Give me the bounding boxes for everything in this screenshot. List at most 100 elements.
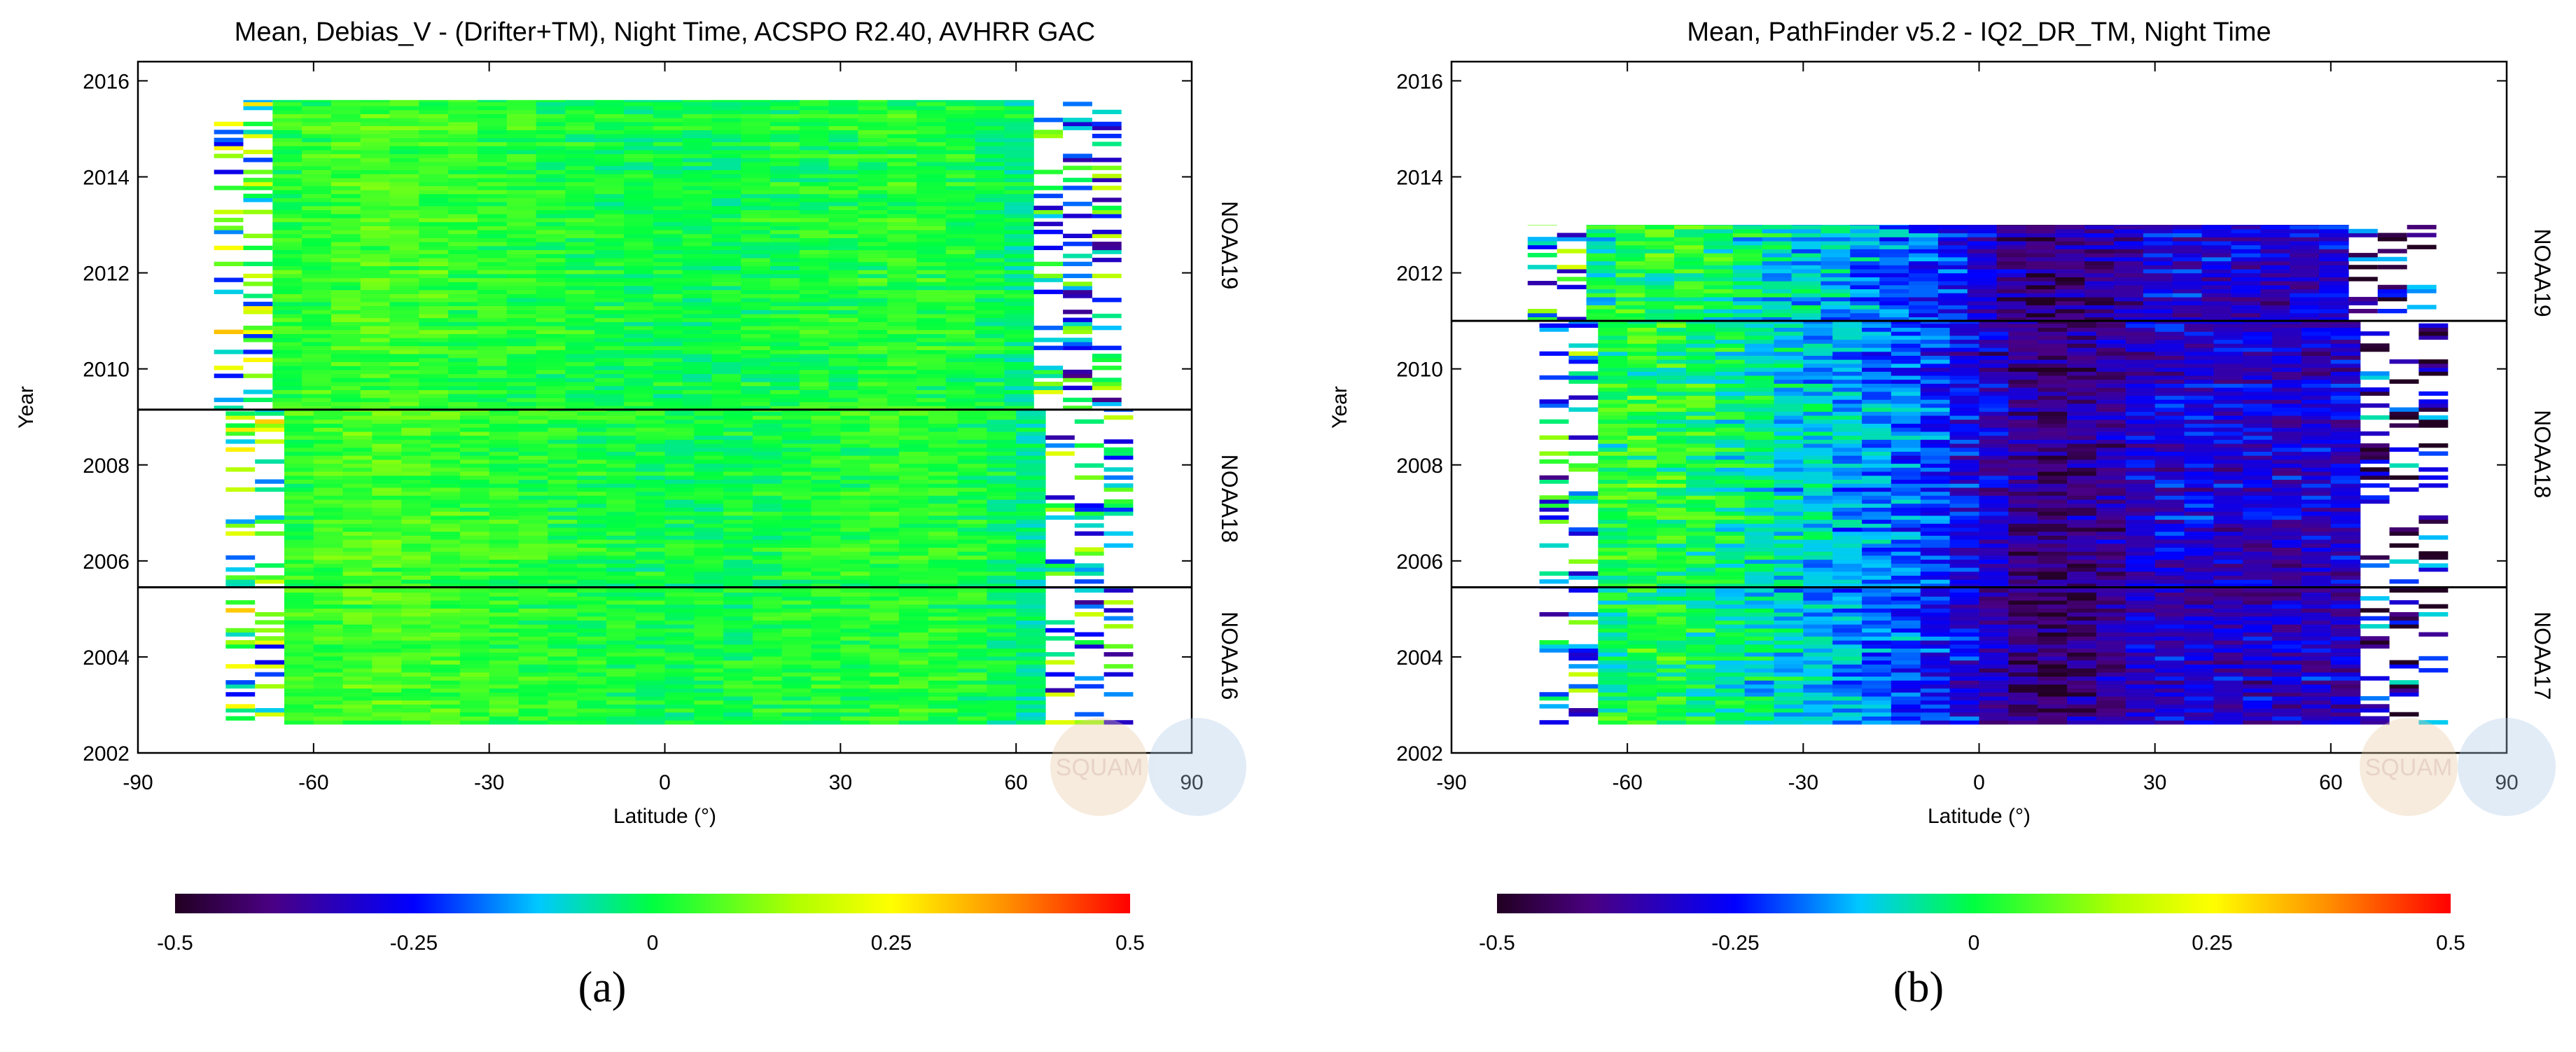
heatmap-cell <box>636 664 665 668</box>
heatmap-cell <box>401 600 431 604</box>
heatmap-cell <box>1004 349 1033 354</box>
heatmap-cell <box>770 222 800 226</box>
heatmap-cell <box>489 612 519 616</box>
heatmap-cell <box>899 467 928 471</box>
heatmap-cell <box>1004 330 1033 334</box>
heatmap-cell <box>302 198 331 202</box>
heatmap-cell <box>770 214 800 218</box>
heatmap-cell <box>887 293 917 298</box>
heatmap-cell <box>711 262 741 266</box>
heatmap-cell <box>390 358 419 362</box>
heatmap-cell <box>2126 660 2156 665</box>
heatmap-cell <box>2155 712 2185 717</box>
heatmap-cell <box>858 314 887 318</box>
heatmap-cell <box>431 608 460 612</box>
heatmap-cell <box>1004 130 1033 134</box>
heatmap-cell <box>958 483 987 487</box>
heatmap-cell <box>812 688 841 693</box>
heatmap-cell <box>489 527 519 532</box>
heatmap-cell <box>302 270 331 274</box>
heatmap-cell <box>448 126 478 130</box>
heatmap-cell <box>390 169 419 174</box>
heatmap-cell <box>314 487 343 492</box>
heatmap-cell <box>431 600 460 604</box>
heatmap-cell <box>887 178 917 182</box>
heatmap-cell <box>401 420 431 424</box>
heatmap-cell <box>225 448 255 452</box>
heatmap-cell <box>753 567 782 572</box>
heatmap-cell <box>1774 676 1804 680</box>
heatmap-cell <box>284 495 314 499</box>
heatmap-cell <box>1004 402 1033 406</box>
heatmap-cell <box>723 596 753 600</box>
heatmap-cell <box>331 118 361 122</box>
heatmap-cell <box>1063 386 1092 390</box>
y-axis-label: Year <box>15 386 38 429</box>
heatmap-cell <box>536 166 566 170</box>
heatmap-cell <box>800 349 829 354</box>
heatmap-cell <box>840 600 870 604</box>
heatmap-cell <box>372 436 401 440</box>
heatmap-cell <box>770 398 800 402</box>
heatmap-cell <box>958 520 987 524</box>
heatmap-cell <box>958 680 987 684</box>
heatmap-cell <box>460 660 489 665</box>
heatmap-cell <box>565 326 594 330</box>
heatmap-cell <box>812 511 841 515</box>
heatmap-cell <box>431 676 460 680</box>
heatmap-cell <box>478 370 507 374</box>
heatmap-cell <box>858 321 887 326</box>
heatmap-cell <box>431 575 460 579</box>
heatmap-cell <box>683 178 712 182</box>
heatmap-cell <box>753 495 782 499</box>
heatmap-cell <box>361 374 390 378</box>
heatmap-cell <box>917 237 946 242</box>
heatmap-cell <box>272 314 302 318</box>
heatmap-cell <box>711 110 741 114</box>
heatmap-cell <box>946 270 975 274</box>
heatmap-cell <box>577 712 606 717</box>
heatmap-cell <box>928 624 958 628</box>
heatmap-cell <box>870 612 899 616</box>
heatmap-cell <box>431 692 460 696</box>
heatmap-cell <box>711 394 741 398</box>
heatmap-cell <box>448 226 478 230</box>
heatmap-cell <box>711 258 741 262</box>
heatmap-cell <box>958 464 987 468</box>
heatmap-cell <box>302 122 331 126</box>
heatmap-cell <box>653 389 683 394</box>
heatmap-cell <box>975 202 1005 206</box>
heatmap-cell <box>782 504 812 508</box>
heatmap-cell <box>489 483 519 487</box>
heatmap-cell <box>577 616 606 621</box>
heatmap-cell <box>1004 382 1033 386</box>
heatmap-cell <box>565 138 594 142</box>
heatmap-cell <box>840 672 870 677</box>
heatmap-cell <box>624 282 653 286</box>
heatmap-cell <box>1921 668 1951 672</box>
heatmap-cell <box>1045 495 1075 499</box>
heatmap-cell <box>1803 692 1833 696</box>
heatmap-cell <box>1745 696 1775 700</box>
heatmap-cell <box>987 504 1016 508</box>
heatmap-cell <box>255 459 284 464</box>
heatmap-cell <box>1803 708 1833 712</box>
heatmap-cell <box>782 555 812 560</box>
heatmap-cell <box>594 106 624 110</box>
heatmap-cell <box>1033 290 1063 294</box>
heatmap-cell <box>272 130 302 134</box>
heatmap-cell <box>284 644 314 649</box>
heatmap-cell <box>536 100 566 102</box>
heatmap-cell <box>1004 326 1033 330</box>
heatmap-cell <box>770 190 800 194</box>
heatmap-cell <box>753 439 782 443</box>
heatmap-cell <box>565 146 594 150</box>
heatmap-cell <box>753 593 782 597</box>
heatmap-cell <box>419 354 448 358</box>
heatmap-cell <box>390 222 419 226</box>
heatmap-cell <box>958 523 987 527</box>
heatmap-cell <box>519 612 548 616</box>
heatmap-cell <box>343 680 373 684</box>
heatmap-cell <box>899 523 928 527</box>
heatmap-cell <box>840 575 870 579</box>
